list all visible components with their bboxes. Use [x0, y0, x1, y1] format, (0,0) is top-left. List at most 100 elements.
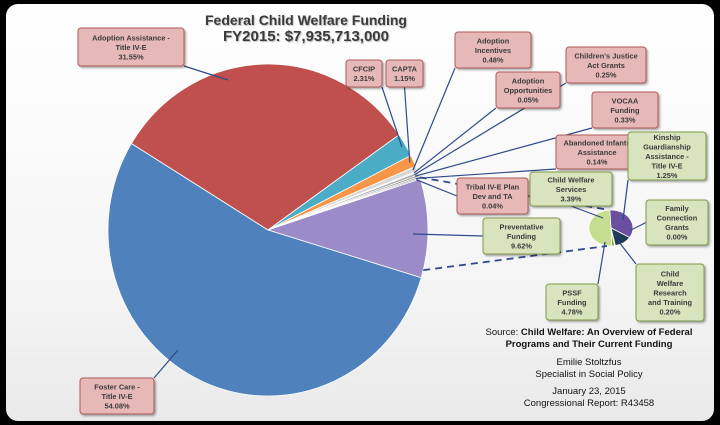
label-name-line: Abandoned Infants [564, 138, 631, 147]
label-percent: 0.14% [587, 157, 608, 166]
label-name-line: Assistance [577, 148, 616, 157]
label-name-line: and Training [648, 298, 692, 307]
label-percent: 0.20% [660, 307, 681, 316]
chart-frame: Adoption Assistance - Title IV-E 31.55% CFC… [6, 4, 714, 421]
label-name-line: Title IV-E [115, 43, 146, 52]
label-percent: 2.31% [354, 74, 375, 83]
leader-line-capta [403, 86, 411, 163]
label-name-line: Child Welfare [547, 175, 594, 184]
leader-line-abandoned [415, 168, 557, 180]
label-name-line: Incentives [475, 46, 511, 55]
label-name-line: Title IV-E [101, 392, 132, 401]
label-box-bg [482, 217, 561, 255]
label-percent: 54.08% [104, 401, 129, 410]
leader-line-adoption_assist [183, 65, 229, 81]
label-box-foster: Foster Care -Title IV-E54.08% [79, 377, 155, 415]
label-box-bg [454, 31, 532, 69]
label-percent: 1.15% [394, 74, 415, 83]
chart-title: Federal Child Welfare Funding [205, 12, 407, 28]
label-box-bg [495, 71, 561, 109]
leader-line-foster [153, 349, 179, 379]
label-percent: 1.25% [657, 171, 678, 180]
leader-line-pssf [597, 241, 606, 285]
label-box-bg [645, 199, 709, 246]
label-name-line: PSSF [562, 288, 582, 297]
source-date: January 23, 2015 [552, 386, 626, 397]
label-percent: 4.78% [562, 307, 583, 316]
label-name-line: Guardianship [643, 142, 691, 151]
label-name-line: Welfare [657, 279, 684, 288]
label-percent: 0.00% [667, 233, 688, 242]
label-percent: 0.33% [615, 115, 636, 124]
label-name-line: Title IV-E [651, 161, 682, 170]
label-box-bg [456, 177, 529, 215]
label-percent: 0.04% [482, 201, 503, 210]
label-box-bg [545, 283, 599, 321]
label-box-bg [591, 91, 659, 129]
breakout-connector-line [423, 245, 608, 272]
label-name-line: Connection [657, 214, 698, 223]
label-percent: 0.25% [596, 70, 617, 79]
label-box-bg [529, 171, 613, 207]
label-percent: 31.55% [118, 52, 143, 61]
label-name-line: Act Grants [587, 61, 625, 70]
leader-line-adoption_opp [413, 107, 497, 174]
label-box-bg [77, 27, 185, 67]
source-title-2: Programs and Their Current Funding [505, 339, 673, 350]
label-name-line: Opportunities [504, 86, 552, 95]
label-percent: 9.62% [511, 241, 532, 250]
label-name-line: Kinship [653, 133, 681, 142]
source-title-1: Child Welfare: An Overview of Federal [520, 327, 693, 338]
label-name-line: Adoption Assistance - [92, 33, 170, 42]
label-percent: 0.48% [483, 55, 504, 64]
label-box-bg [635, 263, 705, 322]
leader-line-cwrt [618, 241, 637, 265]
label-percent: 0.05% [518, 95, 539, 104]
pie-chart: Adoption Assistance -Title IV-E31.55%CFC… [77, 27, 709, 415]
leader-line-cfcip [381, 86, 403, 148]
label-box-bg [345, 59, 383, 88]
label-name-line: Family [665, 204, 689, 213]
leader-line-fcg [630, 221, 647, 231]
label-box-bg [627, 131, 707, 181]
label-name-line: CFCIP [353, 65, 375, 74]
label-percent: 3.39% [561, 194, 582, 203]
source-report: Congressional Report: R43458 [523, 398, 655, 409]
pie-slice-foster [107, 142, 422, 397]
label-name-line: Grants [665, 223, 689, 232]
pie-slice-cws [608, 209, 634, 239]
label-box-bg [565, 46, 647, 84]
chart-subtitle: FY2015: $7,935,713,000 [223, 28, 389, 45]
leader-line-preventative [412, 233, 484, 237]
label-name-line: Children's Justice [574, 51, 637, 60]
label-name-line: Preventative [500, 222, 544, 231]
leader-line-adoption_inc [412, 67, 456, 171]
label-name-line: Adoption [477, 36, 510, 45]
source-line-2: Programs and Their Current Funding [474, 339, 704, 351]
source-prefix: Source: [485, 327, 521, 338]
source-line: Source: Child Welfare: An Overview of Fe… [474, 327, 704, 339]
label-name-line: Child [661, 269, 680, 278]
source-author: Emilie Stoltzfus [556, 357, 622, 368]
label-name-line: Assistance - [645, 152, 689, 161]
label-name-line: Dev and TA [472, 192, 513, 201]
label-name-line: Funding [610, 106, 640, 115]
leader-line-cws [570, 205, 604, 219]
pie-slice-adoption_assist [130, 63, 400, 231]
label-name-line: CAPTA [392, 65, 418, 74]
label-box-bg [385, 59, 424, 88]
label-box-bg [79, 377, 155, 415]
leader-line-tribal [416, 179, 458, 197]
label-name-line: Funding [557, 298, 587, 307]
